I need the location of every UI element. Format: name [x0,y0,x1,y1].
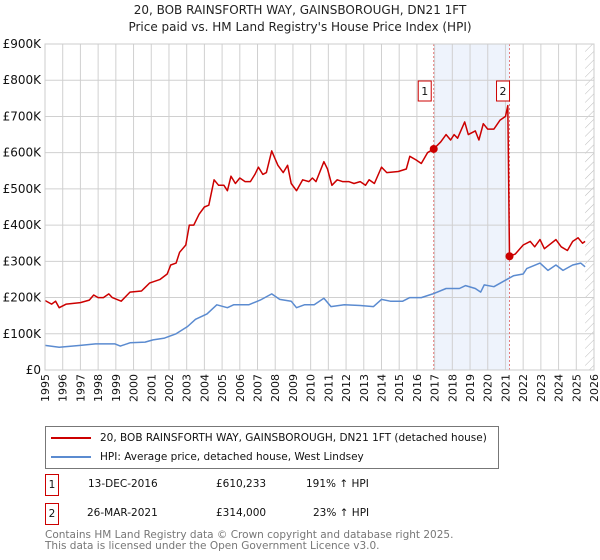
x-tick-label: 2024 [553,374,566,402]
sale-badge: 2 [45,503,59,525]
y-tick-label: £900K [3,37,43,51]
x-tick-label: 2012 [340,374,353,402]
y-tick-label: £500K [3,182,43,196]
legend-item-property: 20, BOB RAINSFORTH WAY, GAINSBOROUGH, DN… [51,430,487,446]
property-price-line [44,104,586,309]
x-tick-label: 2004 [198,374,211,402]
chart-plot: £0 £100K £200K £300K £400K £500K £600K £700K £80… [3,37,600,402]
x-tick-label: 2019 [464,374,477,402]
y-tick-label: £700K [3,109,43,123]
x-tick-label: 2017 [429,374,442,402]
x-tick-label: 2006 [234,374,247,402]
x-tick-label: 2026 [588,374,600,402]
x-tick-label: 2001 [145,374,158,402]
x-tick-label: 2013 [358,374,371,402]
legend-swatch-red [51,437,91,439]
sale-date: 26-MAR-2021 [87,507,158,519]
x-tick-label: 2021 [499,374,512,402]
chart-subtitle: Price paid vs. HM Land Registry's House … [128,20,472,34]
x-tick-label: 2000 [128,374,141,402]
y-tick-label: £0 [26,363,41,377]
x-tick-label: 2010 [305,374,318,402]
x-tick-label: 2023 [535,374,548,402]
sale-date: 13-DEC-2016 [88,478,158,490]
footer-line: This data is licensed under the Open Gov… [45,540,380,552]
hpi-line [44,262,586,348]
y-tick-label: £200K [3,291,43,305]
x-tick-label: 2018 [446,374,459,402]
x-tick-label: 2003 [181,374,194,402]
sale-hpi: 23% ↑ HPI [313,507,370,519]
x-tick-label: 1995 [39,374,52,402]
x-tick-label: 2022 [517,374,530,402]
x-tick-label: 2016 [411,374,424,402]
x-tick-label: 2009 [287,374,300,402]
plot-frame [44,43,595,371]
x-tick-label: 1998 [92,374,105,402]
sale-row: 2 26-MAR-2021 £314,000 23% ↑ HPI [45,503,445,525]
x-tick-label: 2020 [482,374,495,402]
x-tick-label: 2005 [216,374,229,402]
sale-label-box [496,80,511,102]
sale-label: 2 [500,85,507,98]
legend: 20, BOB RAINSFORTH WAY, GAINSBOROUGH, DN… [45,426,499,469]
sale-row: 1 13-DEC-2016 £610,233 191% ↑ HPI [45,474,445,496]
legend-item-hpi: HPI: Average price, detached house, West… [51,449,364,465]
sale-price: £610,233 [216,478,267,490]
y-tick-label: £600K [3,146,43,160]
legend-swatch-blue [51,456,91,458]
sale-point [429,144,438,153]
y-tick-label: £100K [3,327,43,341]
sale-point [505,252,514,261]
chart-title: 20, BOB RAINSFORTH WAY, GAINSBOROUGH, DN… [133,3,467,17]
y-tick-label: £800K [3,73,43,87]
sale-label: 1 [421,85,428,98]
x-tick-label: 2011 [322,374,335,402]
x-tick-label: 1999 [110,374,123,402]
sale-label-box [417,80,432,102]
sale-price: £314,000 [216,507,267,519]
sale-badge: 1 [45,474,59,496]
x-tick-label: 2015 [393,374,406,402]
x-tick-label: 2007 [252,374,265,402]
sale-hpi: 191% ↑ HPI [306,478,369,490]
x-tick-label: 1996 [57,374,70,402]
x-tick-label: 2002 [163,374,176,402]
footer: Contains HM Land Registry data © Crown c… [45,530,453,552]
x-tick-label: 1997 [74,374,87,402]
footer-line: Contains HM Land Registry data © Crown c… [45,529,454,541]
y-tick-label: £400K [3,218,43,232]
x-tick-label: 2025 [570,374,583,402]
legend-label: HPI: Average price, detached house, West… [100,451,364,463]
forecast-hatch-region [585,44,594,370]
y-tick-label: £300K [3,254,43,268]
x-tick-label: 2014 [375,374,388,402]
x-tick-label: 2008 [269,374,282,402]
legend-label: 20, BOB RAINSFORTH WAY, GAINSBOROUGH, DN… [100,432,487,444]
